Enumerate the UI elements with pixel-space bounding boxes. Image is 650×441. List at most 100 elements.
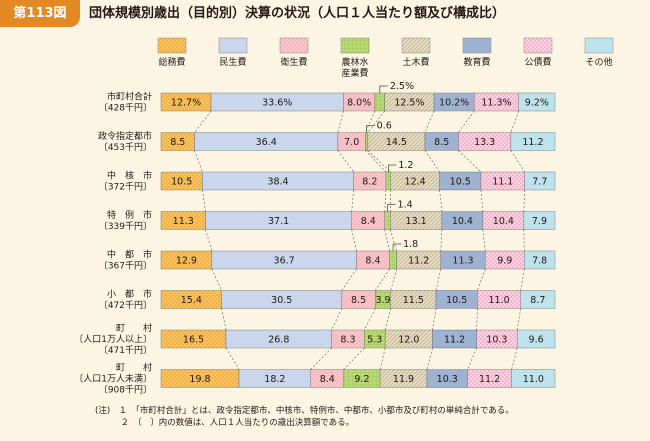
connector-line (343, 347, 365, 370)
data-label: 11.2 (444, 335, 465, 346)
connector-line (310, 347, 332, 370)
legend-item: 衛生費 (279, 37, 309, 68)
connector-line (476, 308, 478, 331)
category-label: 〔人口1万人未満〕 (74, 373, 152, 385)
connector-line (337, 150, 354, 173)
bar-segment-4 (365, 132, 369, 151)
bar-row: 中 都 市〔367千円〕 12.9 36.7 8.4 1.8 11.2 11.3 9.9 7.8 (99, 239, 556, 272)
connector-line (523, 189, 525, 212)
legend-label: 衛生費 (280, 56, 307, 68)
data-label: 11.0 (488, 295, 509, 306)
data-label: 12.5% (394, 98, 424, 109)
connector-line (511, 347, 518, 370)
data-label: 12.9 (176, 256, 197, 267)
legend-swatch (523, 37, 553, 54)
legend-swatch (340, 37, 370, 54)
data-label: 13.3 (474, 137, 495, 148)
data-label: 1.4 (398, 200, 413, 211)
connector-line (510, 150, 525, 173)
legend-label: 総務費 (158, 56, 185, 68)
bar-segment-8 (524, 250, 556, 270)
bar-segment-4 (389, 250, 397, 270)
data-label: 10.5 (171, 177, 192, 188)
chart-notes: (注) １ 「市町村合計」とは、政令指定都市、中核市、特例市、中都市、小都市及び… (95, 405, 514, 429)
bar-segment-4 (384, 211, 391, 230)
data-label: 8.4 (361, 216, 376, 227)
note-line: ２ 〔 〕内の数値は、人口１人当たりの歳出決算額である。 (95, 418, 355, 428)
data-label: 10.3 (437, 374, 458, 385)
figure-header: 第113図 団体規模別歳出（目的別）決算の状況（人口１人当たり額及び構成比） (0, 0, 650, 27)
data-label: 1.2 (398, 160, 413, 171)
data-label: 11.5 (403, 295, 424, 306)
category-label: 中 都 市 (107, 249, 152, 261)
connector-line (426, 347, 433, 370)
data-label: 9.2% (525, 98, 549, 109)
legend-swatch (462, 37, 492, 54)
legend-item: 公債費 (523, 37, 553, 68)
category-label: 町 村 (116, 322, 152, 334)
category-label: 〔908千円〕 (99, 385, 152, 396)
data-label: 11.2 (408, 256, 429, 267)
connector-line (194, 110, 212, 133)
legend-item: 土木費 (401, 37, 431, 68)
legend-item: 民生費 (218, 37, 248, 68)
category-label: 〔472千円〕 (99, 300, 152, 311)
legend-label: 教育費 (463, 56, 490, 68)
chart-title: 団体規模別歳出（目的別）決算の状況（人口１人当たり額及び構成比） (89, 6, 506, 21)
data-label: 10.3 (486, 335, 507, 346)
data-label: 8.3 (340, 335, 355, 346)
connector-line (225, 347, 240, 370)
connector-line (424, 150, 440, 173)
data-label: 30.5 (271, 295, 292, 306)
category-label: 小 都 市 (107, 288, 152, 300)
connector-line (439, 189, 443, 212)
bar-row: 市町村合計〔428千円〕 12.7% 33.6% 8.0% 2.5% 12.5% 10.2%… (99, 81, 556, 114)
legend-label: 農林水 (341, 56, 368, 68)
data-label: 8.7 (530, 295, 545, 306)
connector-line (384, 229, 390, 252)
bar-row: 町 村〔人口1万人未満〕〔908千円〕 19.8 18.2 8.4 9.2 11.9 10.… (74, 362, 556, 396)
note-line: (注) １ 「市町村合計」とは、政令指定都市、中核市、特例市、中都市、小都市及び… (95, 406, 514, 416)
data-label: 12.0 (398, 335, 419, 346)
connector-line (477, 268, 486, 291)
category-label: 〔367千円〕 (99, 261, 152, 272)
category-label: 中 核 市 (107, 170, 152, 182)
data-label: 11.0 (523, 374, 544, 385)
legend-swatch (218, 37, 248, 54)
connector-line (364, 308, 376, 331)
data-label: 19.8 (189, 374, 210, 385)
data-label: 8.0% (347, 98, 371, 109)
bar-segment-8 (524, 171, 556, 191)
connector-line (211, 268, 222, 291)
category-label: 〔428千円〕 (99, 103, 152, 114)
data-label: 7.8 (532, 256, 547, 267)
bar-segment-4 (374, 92, 385, 112)
bar-segment-8 (516, 329, 556, 349)
legend-item: 教育費 (462, 37, 492, 68)
connector-line (510, 110, 520, 133)
connector-line (194, 150, 203, 173)
bar-row: 政令指定都市〔453千円〕 8.5 36.4 7.0 0.6 14.5 8.5 13.3 11.… (98, 121, 556, 153)
connector-line (331, 308, 343, 331)
connector-line (516, 308, 522, 331)
bar-segment-4 (385, 171, 391, 191)
legend-label: 産業費 (341, 67, 368, 79)
category-label: 政令指定都市 (98, 130, 152, 142)
data-label: 9.6 (529, 335, 544, 346)
connector-line (440, 229, 443, 252)
data-label: 11.2 (479, 374, 500, 385)
data-label: 26.8 (268, 335, 289, 346)
data-label: 10.2% (439, 98, 469, 109)
connector-line (337, 110, 344, 133)
data-label: 10.4 (452, 216, 473, 227)
data-label: 10.5 (446, 295, 467, 306)
data-label: 9.2 (354, 374, 369, 385)
legend-swatch (279, 37, 309, 54)
bar-row: 小 都 市〔472千円〕 15.4 30.5 8.5 3.9 11.5 10.5 11.0 8.… (99, 288, 556, 311)
data-label: 14.5 (386, 137, 407, 148)
legend-swatch (157, 37, 187, 54)
category-label: 〔471千円〕 (99, 345, 152, 356)
data-label: 11.9 (393, 374, 414, 385)
bar-row: 特 例 市〔339千円〕 11.3 37.1 8.4 1.4 13.1 10.4 10.4 7.… (99, 200, 556, 232)
